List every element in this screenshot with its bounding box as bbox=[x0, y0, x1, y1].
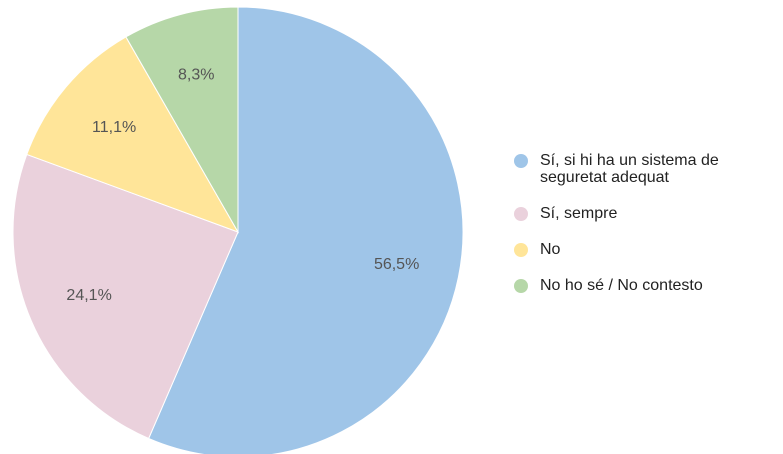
data-label: 11,1% bbox=[92, 119, 136, 136]
legend-item: No ho sé / No contesto bbox=[510, 277, 760, 294]
legend-swatch bbox=[514, 243, 528, 257]
legend: Sí, si hi ha un sistema de seguretat ade… bbox=[510, 152, 760, 313]
pie-slice bbox=[125, 6, 239, 234]
legend-swatch bbox=[514, 207, 528, 221]
legend-swatch bbox=[514, 279, 528, 293]
legend-item: Sí, sempre bbox=[510, 205, 760, 222]
pie-slice bbox=[147, 6, 464, 454]
data-label: 8,3% bbox=[178, 67, 214, 84]
data-label: 24,1% bbox=[66, 287, 111, 304]
legend-label: No bbox=[540, 241, 561, 258]
pie-slice bbox=[12, 153, 239, 440]
legend-label: Sí, si hi ha un sistema de seguretat ade… bbox=[540, 152, 719, 186]
pie-slice bbox=[26, 36, 240, 233]
legend-item: Sí, si hi ha un sistema de seguretat ade… bbox=[510, 152, 760, 186]
legend-label: No ho sé / No contesto bbox=[540, 277, 703, 294]
data-label: 56,5% bbox=[374, 256, 419, 273]
legend-item: No bbox=[510, 241, 760, 258]
legend-swatch bbox=[514, 154, 528, 168]
legend-label: Sí, sempre bbox=[540, 205, 618, 222]
